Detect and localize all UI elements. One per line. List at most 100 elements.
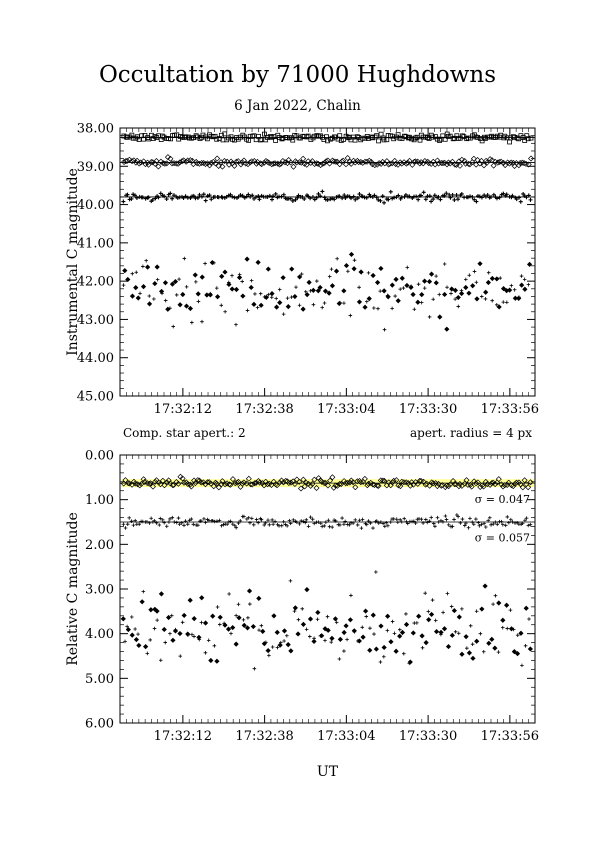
aperture-radius-note: apert. radius = 4 px xyxy=(409,426,532,440)
relative-y-tick-label: 6.00 xyxy=(85,717,114,732)
relative-series-1-point xyxy=(436,520,441,524)
relative-series-1-point xyxy=(464,521,468,525)
instrumental-series-3-point xyxy=(240,293,246,299)
relative-series-1-point xyxy=(383,524,387,529)
relative-series-3-point xyxy=(505,626,510,631)
relative-series-1-point xyxy=(419,517,424,522)
relative-series-3-point xyxy=(257,628,261,632)
relative-series-0-point xyxy=(352,484,359,491)
relative-series-2-point xyxy=(496,600,502,606)
instrumental-series-2-point xyxy=(271,194,276,199)
relative-series-0-point xyxy=(390,477,397,484)
relative-series-1-point xyxy=(479,522,484,527)
instrumental-y-tick-label: 43.00 xyxy=(77,313,114,328)
relative-series-0-point xyxy=(239,480,246,487)
relative-series-0-point xyxy=(521,477,528,484)
instrumental-series-1-point xyxy=(261,159,268,166)
instrumental-series-1-point xyxy=(237,161,244,168)
relative-series-3-point xyxy=(300,607,305,611)
instrumental-series-1-point xyxy=(296,159,303,166)
instrumental-series-1-point xyxy=(187,157,194,164)
instrumental-series-1-point xyxy=(483,157,490,164)
instrumental-series-2-point xyxy=(248,194,253,199)
relative-series-1-point xyxy=(326,518,331,523)
instrumental-series-2-point xyxy=(288,196,293,201)
instrumental-series-3-point xyxy=(219,273,225,279)
relative-series-1-point xyxy=(273,519,277,524)
relative-series-0-point xyxy=(336,480,343,487)
instrumental-series-1-point xyxy=(290,163,297,170)
relative-series-3-point xyxy=(318,634,323,638)
instrumental-series-4-point xyxy=(474,280,479,285)
instrumental-series-4-point xyxy=(346,269,350,274)
instrumental-series-3-point xyxy=(362,304,368,310)
relative-series-1-point xyxy=(435,515,440,520)
instrumental-series-4-point xyxy=(453,297,457,301)
instrumental-series-0-point xyxy=(437,138,442,143)
instrumental-series-0-point xyxy=(146,136,152,142)
instrumental-series-1-point xyxy=(458,156,465,163)
instrumental-series-2-point xyxy=(474,199,479,204)
instrumental-x-tick-label: 17:33:30 xyxy=(399,402,457,417)
instrumental-series-2-point xyxy=(265,194,270,199)
instrumental-series-4-point xyxy=(303,289,308,294)
relative-series-0-point xyxy=(361,475,368,482)
instrumental-series-2-point xyxy=(447,192,452,197)
relative-series-0-point xyxy=(136,482,143,489)
instrumental-series-0-point xyxy=(425,135,430,141)
instrumental-series-1-point xyxy=(515,162,522,169)
relative-series-2-point xyxy=(161,626,167,633)
relative-series-2-point xyxy=(489,636,495,642)
instrumental-series-1-point xyxy=(121,158,128,165)
relative-series-3-point xyxy=(360,625,365,630)
instrumental-series-2-point xyxy=(427,193,432,198)
instrumental-series-0-point xyxy=(193,133,199,139)
relative-series-1-point xyxy=(250,516,254,521)
instrumental-series-4-point xyxy=(398,287,403,291)
relative-series-0-point xyxy=(445,483,452,490)
instrumental-series-4-point xyxy=(434,274,438,278)
relative-series-3-point xyxy=(296,617,301,622)
instrumental-series-1-point xyxy=(124,157,131,164)
relative-series-3-point xyxy=(445,591,450,596)
relative-series-3-point xyxy=(259,623,264,628)
instrumental-series-2-point xyxy=(146,195,151,200)
relative-series-0-point xyxy=(365,480,372,487)
instrumental-series-3-point xyxy=(277,300,283,306)
instrumental-series-1-point xyxy=(298,159,305,166)
instrumental-series-4-point xyxy=(138,291,142,296)
instrumental-series-2-point xyxy=(140,195,145,200)
relative-series-0-point xyxy=(379,477,386,484)
relative-series-3-point xyxy=(481,649,486,654)
instrumental-series-1-point xyxy=(233,158,240,165)
relative-series-0-point xyxy=(451,481,458,488)
relative-series-2-point xyxy=(233,641,239,647)
relative-series-1-point xyxy=(254,517,259,522)
instrumental-series-3-point xyxy=(177,302,183,308)
relative-series-1-point xyxy=(301,519,306,524)
instrumental-y-tick-label: 45.00 xyxy=(77,390,114,405)
relative-series-1-point xyxy=(413,521,418,525)
relative-series-3-point xyxy=(155,618,159,622)
instrumental-series-3-point xyxy=(122,268,128,274)
relative-series-1-point xyxy=(463,523,467,528)
instrumental-series-1-point xyxy=(346,158,353,165)
relative-series-3-point xyxy=(397,627,402,632)
instrumental-series-3-point xyxy=(526,261,533,267)
instrumental-series-2-point xyxy=(380,194,385,199)
relative-series-3-point xyxy=(439,632,443,637)
relative-series-2-point xyxy=(222,622,228,628)
instrumental-series-4-point xyxy=(168,306,172,310)
relative-series-1-point xyxy=(157,523,162,527)
relative-series-3-point xyxy=(252,666,257,671)
instrumental-series-1-point xyxy=(254,158,261,165)
relative-series-0-point xyxy=(235,478,242,485)
relative-series-0-point xyxy=(152,478,159,485)
instrumental-series-4-point xyxy=(255,305,260,310)
instrumental-series-0-point xyxy=(376,138,382,144)
relative-series-0-point xyxy=(245,475,252,482)
instrumental-y-tick-label: 38.00 xyxy=(77,122,114,137)
relative-series-1-point xyxy=(444,517,449,522)
relative-series-1-point xyxy=(259,517,264,522)
instrumental-series-0-point xyxy=(124,134,130,140)
